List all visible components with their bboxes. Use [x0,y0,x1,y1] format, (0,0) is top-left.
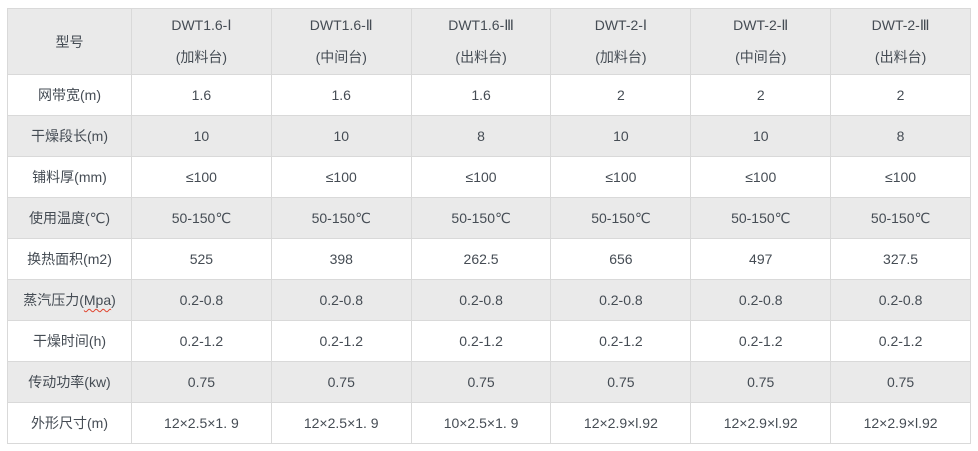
spec-cell: 8 [830,115,971,157]
spec-cell: 50-150℃ [550,197,692,239]
label-text: ) [111,292,116,308]
station-name: (出料台) [455,48,507,65]
label-text: 蒸汽压力( [23,292,84,308]
model-name: DWT1.6-Ⅰ [171,16,232,33]
spec-cell: 0.2-1.2 [410,320,552,362]
spec-cell: 0.2-0.8 [830,279,971,321]
table-row-drive-power: 传动功率(kw) 0.75 0.75 0.75 0.75 0.75 0.75 [7,361,971,403]
spec-cell: 2 [690,74,832,116]
spec-cell: 12×2.5×1. 9 [270,402,412,444]
model-name: DWT-2-Ⅲ [871,16,930,33]
spec-cell: 0.2-0.8 [270,279,412,321]
spec-cell: 50-150℃ [690,197,832,239]
station-name: (出料台) [874,48,927,65]
row-label: 铺料厚(mm) [7,156,132,198]
spellcheck-underlined-word: Mpa [83,292,112,308]
spec-cell: 327.5 [830,238,971,280]
spec-cell: 0.75 [830,361,971,403]
table-row-overall-dimensions: 外形尺寸(m) 12×2.5×1. 9 12×2.5×1. 9 10×2.5×1… [7,402,971,444]
spec-cell: 0.2-0.8 [131,279,272,321]
spec-cell: 50-150℃ [410,197,552,239]
spec-cell: 0.2-0.8 [690,279,832,321]
row-label: 换热面积(m2) [7,238,132,280]
spec-cell: 10 [690,115,832,157]
row-label: 干燥段长(m) [7,115,132,157]
model-name: DWT-2-Ⅱ [733,16,789,33]
spec-cell: 12×2.9×l.92 [690,402,832,444]
spec-cell: 12×2.5×1. 9 [131,402,272,444]
spec-cell: 1.6 [410,74,552,116]
spec-cell: ≤100 [690,156,832,198]
spec-cell: 10 [131,115,272,157]
row-label: 蒸汽压力(Mpa) [7,279,132,321]
row-label: 传动功率(kw) [7,361,132,403]
spec-cell: 1.6 [270,74,412,116]
spec-cell: 50-150℃ [270,197,412,239]
spec-cell: 0.2-1.2 [550,320,692,362]
spec-cell: 0.75 [131,361,272,403]
table-row-belt-width: 网带宽(m) 1.6 1.6 1.6 2 2 2 [7,74,971,116]
spec-cell: 0.2-0.8 [550,279,692,321]
col-header-dwt16-2: DWT1.6-Ⅱ (中间台) [270,8,412,75]
col-header-model: 型号 [7,8,132,75]
spec-cell: ≤100 [410,156,552,198]
station-name: (中间台) [315,48,367,65]
spec-cell: 0.2-1.2 [690,320,832,362]
table-row-layer-thickness: 铺料厚(mm) ≤100 ≤100 ≤100 ≤100 ≤100 ≤100 [7,156,971,198]
model-name: DWT-2-Ⅰ [594,16,648,33]
col-header-dwt2-3: DWT-2-Ⅲ (出料台) [830,8,971,75]
spec-cell: 0.2-0.8 [410,279,552,321]
spec-table: 型号 DWT1.6-Ⅰ (加料台) DWT1.6-Ⅱ (中间台) DWT1.6-… [7,8,971,444]
spec-cell: 12×2.9×l.92 [830,402,971,444]
col-header-dwt2-2: DWT-2-Ⅱ (中间台) [690,8,832,75]
col-header-dwt16-3: DWT1.6-Ⅲ (出料台) [410,8,552,75]
spec-cell: 10×2.5×1. 9 [410,402,552,444]
table-row-operating-temp: 使用温度(℃) 50-150℃ 50-150℃ 50-150℃ 50-150℃ … [7,197,971,239]
table-row-steam-pressure: 蒸汽压力(Mpa) 0.2-0.8 0.2-0.8 0.2-0.8 0.2-0.… [7,279,971,321]
spec-cell: ≤100 [830,156,971,198]
spec-cell: ≤100 [550,156,692,198]
spec-cell: 2 [550,74,692,116]
row-label: 网带宽(m) [7,74,132,116]
station-name: (加料台) [175,48,228,65]
model-name: DWT1.6-Ⅱ [309,16,373,33]
spec-cell: 0.2-1.2 [270,320,412,362]
table-row-heat-area: 换热面积(m2) 525 398 262.5 656 497 327.5 [7,238,971,280]
row-label: 外形尺寸(m) [7,402,132,444]
spec-cell: 0.75 [410,361,552,403]
spec-cell: 398 [270,238,412,280]
table-row-drying-time: 干燥时间(h) 0.2-1.2 0.2-1.2 0.2-1.2 0.2-1.2 … [7,320,971,362]
spec-cell: 525 [131,238,272,280]
spec-cell: 2 [830,74,971,116]
spec-cell: 10 [550,115,692,157]
spec-cell: 0.2-1.2 [131,320,272,362]
spec-cell: 0.75 [690,361,832,403]
col-header-dwt2-1: DWT-2-Ⅰ (加料台) [550,8,692,75]
spec-cell: 50-150℃ [830,197,971,239]
spec-cell: 656 [550,238,692,280]
row-label: 使用温度(℃) [7,197,132,239]
model-name: DWT1.6-Ⅲ [448,16,514,33]
row-label: 干燥时间(h) [7,320,132,362]
spec-cell: 50-150℃ [131,197,272,239]
spec-cell: 0.2-1.2 [830,320,971,362]
table-row-drying-length: 干燥段长(m) 10 10 8 10 10 8 [7,115,971,157]
spec-cell: 262.5 [410,238,552,280]
spec-cell: 8 [410,115,552,157]
spec-cell: 12×2.9×l.92 [550,402,692,444]
station-name: (加料台) [595,48,647,65]
header-row: 型号 DWT1.6-Ⅰ (加料台) DWT1.6-Ⅱ (中间台) DWT1.6-… [7,8,971,75]
spec-cell: ≤100 [131,156,272,198]
spec-cell: 10 [270,115,412,157]
spec-cell: 0.75 [550,361,692,403]
station-name: (中间台) [735,48,787,65]
spec-cell: 0.75 [270,361,412,403]
col-header-dwt16-1: DWT1.6-Ⅰ (加料台) [131,8,272,75]
spec-cell: ≤100 [270,156,412,198]
spec-cell: 1.6 [131,74,272,116]
spec-cell: 497 [690,238,832,280]
